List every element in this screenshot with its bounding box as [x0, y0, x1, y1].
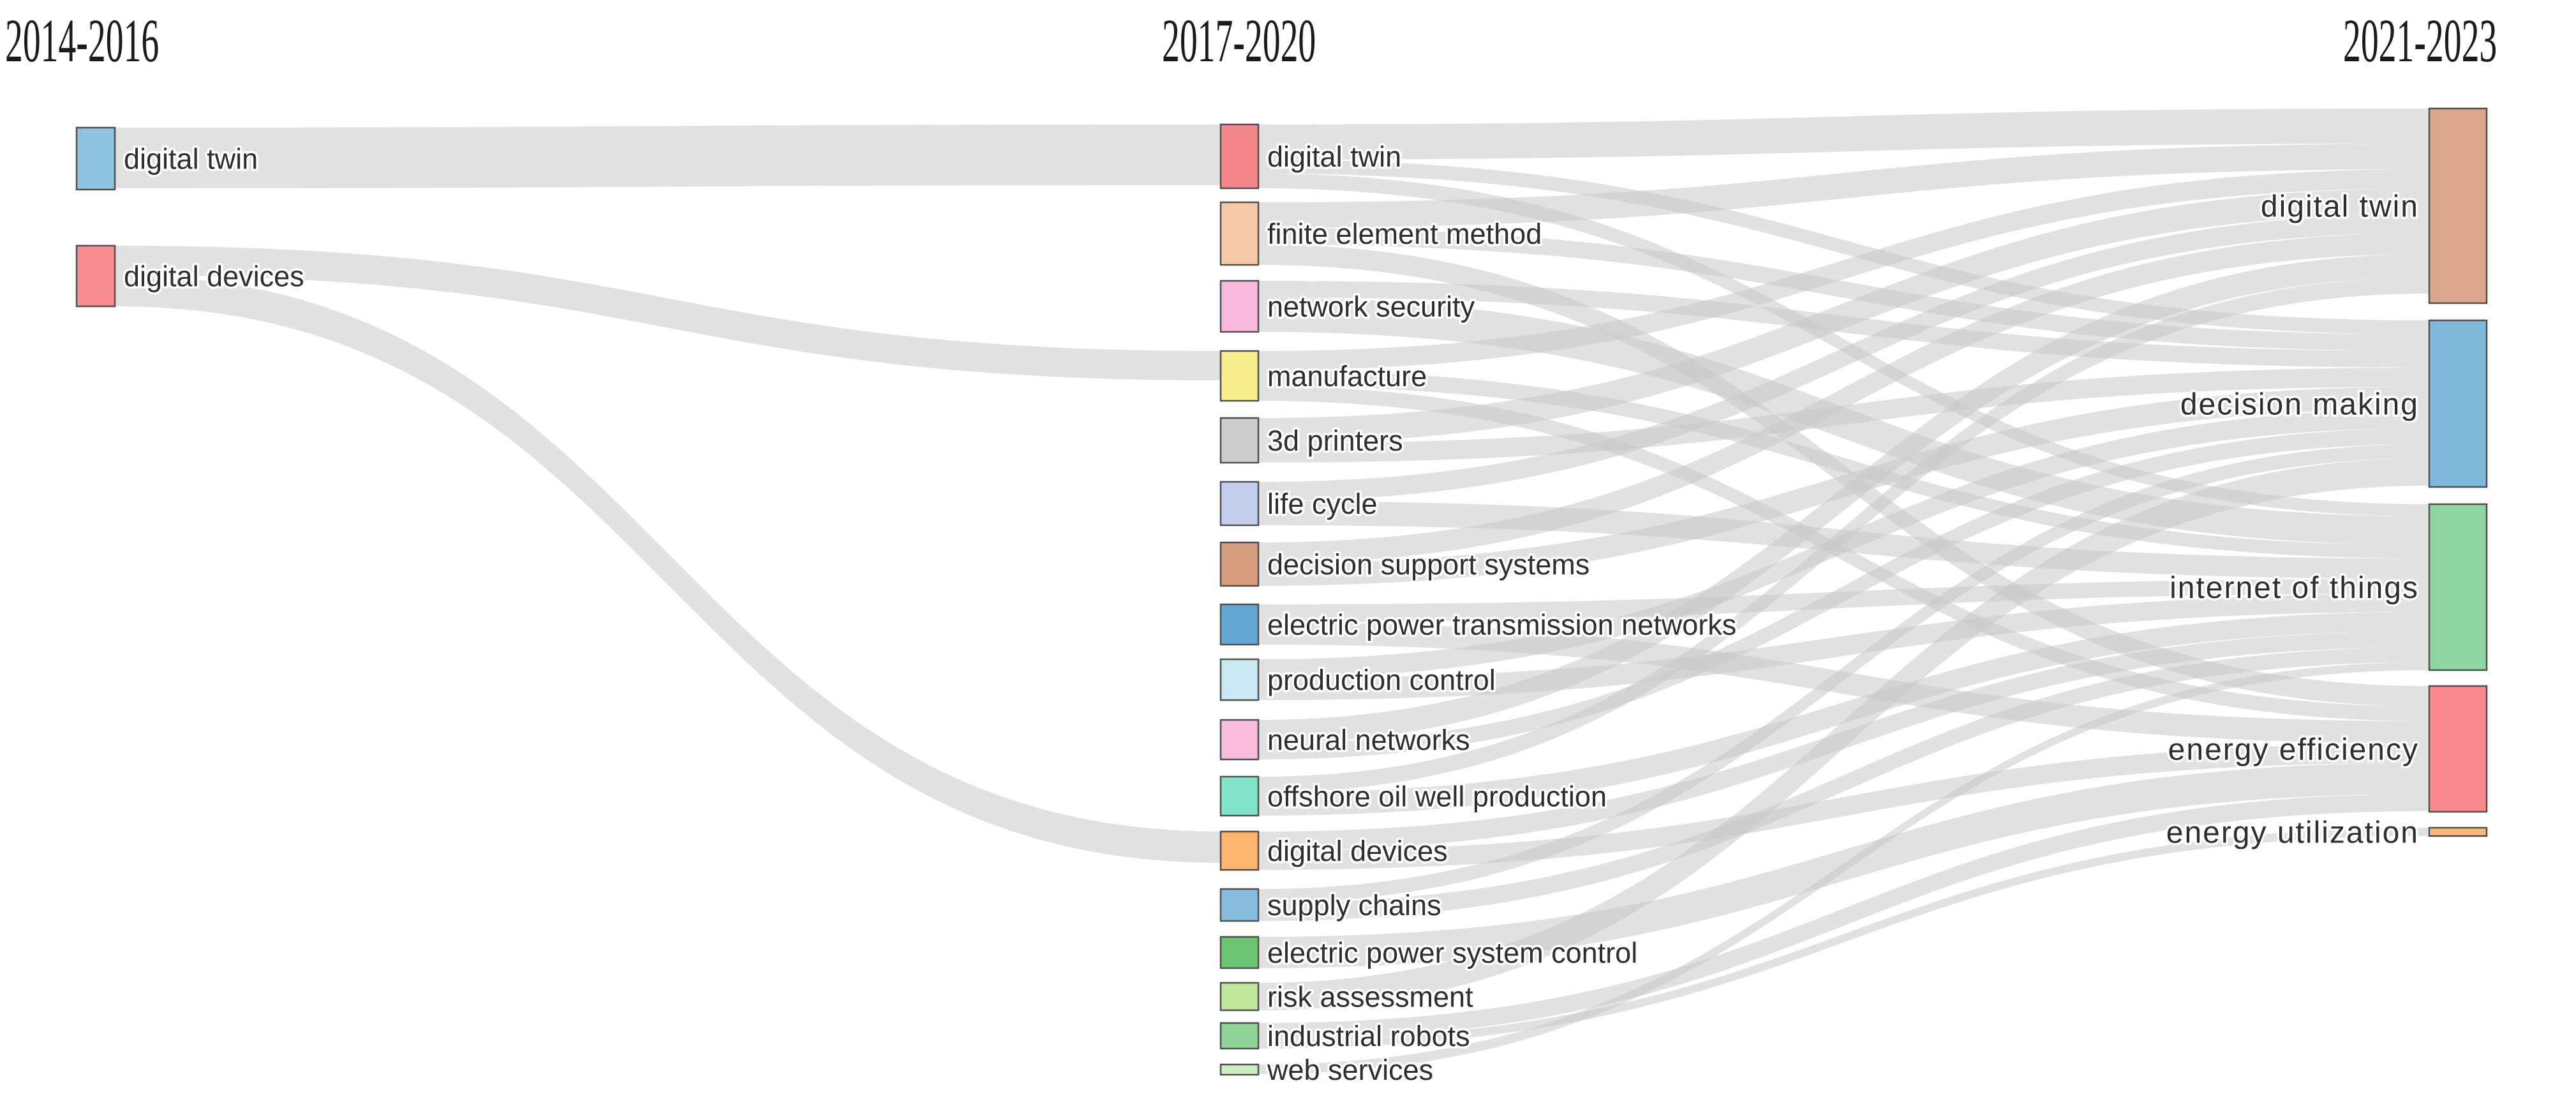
node-2017-2020-finite-element-method [1219, 201, 1260, 266]
column-header-period-3: 2021-2023 [2343, 6, 2498, 75]
flow-decision-support-systems-to-digital-twin [1258, 233, 2429, 564]
flow-risk-assessment-to-decision-making [1258, 458, 2429, 1010]
flow-web-services-to-internet-of-things [1258, 662, 2429, 1074]
flow-finite-element-method-to-digital-twin [1258, 144, 2429, 228]
node-2017-2020-supply-chains [1219, 888, 1260, 922]
flow-digital-devices-to-energy-efficiency [1258, 744, 2429, 870]
node-label-2017-2020-industrial-robots: industrial robots [1267, 1020, 1470, 1052]
node-label-2014-2016-digital-twin: digital twin [124, 143, 258, 176]
flow-manufacture-to-energy-efficiency [1258, 386, 2429, 721]
node-2021-2023-energy-efficiency [2428, 685, 2488, 813]
flow-industrial-robots-to-energy-efficiency [1258, 794, 2429, 1040]
flow-3d-printers-to-digital-twin [1258, 188, 2429, 444]
node-label-2017-2020-offshore-oil-well-production: offshore oil well production [1267, 781, 1607, 813]
node-2014-2016-digital-twin [75, 126, 116, 191]
node-2021-2023-decision-making [2428, 319, 2488, 488]
node-2017-2020-manufacture [1219, 350, 1260, 402]
node-2021-2023-internet-of-things [2428, 503, 2488, 671]
node-2017-2020-digital-devices [1219, 830, 1260, 871]
node-label-2017-2020-neural-networks: neural networks [1267, 724, 1470, 756]
node-2017-2020-electric-power-transmission-networks [1219, 603, 1260, 646]
node-2017-2020-neural-networks [1219, 719, 1260, 761]
node-label-2017-2020-supply-chains: supply chains [1267, 889, 1441, 922]
node-label-2017-2020-life-cycle: life cycle [1267, 488, 1378, 520]
node-2017-2020-3d-printers [1219, 417, 1260, 464]
flow-digital-twin-to-digital-twin [1258, 108, 2429, 160]
flow-digital-twin-to-internet-of-things [1258, 174, 2429, 517]
flow-digital-twin-to-decision-making [1258, 160, 2429, 334]
flow-digital-devices-to-digital-devices [115, 275, 1221, 863]
flow-digital-twin-to-digital-twin [115, 124, 1221, 188]
node-label-2017-2020-finite-element-method: finite element method [1267, 218, 1542, 250]
node-2017-2020-life-cycle [1219, 481, 1260, 527]
flow-finite-element-method-to-decision-making [1258, 228, 2429, 351]
node-2017-2020-electric-power-system-control [1219, 936, 1260, 969]
node-label-2021-2023-energy-efficiency: energy efficiency [2168, 733, 2419, 767]
flow-decision-support-systems-to-decision-making [1258, 387, 2429, 586]
node-label-2017-2020-electric-power-transmission-networks: electric power transmission networks [1267, 609, 1736, 641]
node-label-2017-2020-manufacture: manufacture [1267, 360, 1427, 392]
node-label-2017-2020-3d-printers: 3d printers [1267, 424, 1403, 457]
node-label-2021-2023-decision-making: decision making [2180, 388, 2419, 422]
flow-digital-devices-to-manufacture [115, 246, 1221, 380]
node-label-2017-2020-electric-power-system-control: electric power system control [1267, 937, 1637, 969]
flow-manufacture-to-internet-of-things [1258, 370, 2429, 559]
column-header-period-2: 2017-2020 [1162, 6, 1316, 75]
flow-3d-printers-to-decision-making [1258, 368, 2429, 463]
node-2017-2020-decision-support-systems [1219, 541, 1260, 587]
node-2017-2020-production-control [1219, 658, 1260, 701]
node-2014-2016-digital-devices [75, 244, 116, 308]
flow-industrial-robots-to-energy-utilization [1258, 828, 2429, 1049]
node-label-2017-2020-risk-assessment: risk assessment [1267, 981, 1473, 1013]
node-label-2017-2020-network-security: network security [1267, 290, 1475, 323]
node-label-2017-2020-web-services: web services [1267, 1054, 1433, 1086]
flow-offshore-oil-well-production-to-digital-twin [1258, 278, 2429, 793]
node-label-2017-2020-digital-twin: digital twin [1267, 140, 1401, 173]
node-2021-2023-digital-twin [2428, 107, 2488, 304]
node-label-2014-2016-digital-devices: digital devices [124, 260, 304, 293]
flow-life-cycle-to-digital-twin [1258, 214, 2429, 501]
node-label-2021-2023-internet-of-things: internet of things [2170, 571, 2419, 605]
node-2017-2020-risk-assessment [1219, 982, 1260, 1012]
flow-electric-power-transmission-networks-to-energy-efficiency [1258, 622, 2429, 744]
node-label-2017-2020-digital-devices: digital devices [1267, 835, 1448, 867]
node-label-2021-2023-energy-utilization: energy utilization [2166, 816, 2419, 850]
node-2017-2020-network-security [1219, 280, 1260, 333]
node-2017-2020-industrial-robots [1219, 1022, 1260, 1050]
flow-offshore-oil-well-production-to-internet-of-things [1258, 611, 2429, 816]
node-2017-2020-offshore-oil-well-production [1219, 775, 1260, 817]
flow-neural-networks-to-digital-twin [1258, 254, 2429, 744]
column-header-period-1: 2014-2016 [5, 6, 160, 75]
flow-supply-chains-to-internet-of-things [1258, 647, 2429, 921]
node-label-2021-2023-digital-twin: digital twin [2261, 190, 2419, 224]
node-label-2017-2020-decision-support-systems: decision support systems [1267, 548, 1590, 581]
flow-production-control-to-decision-making [1258, 409, 2429, 678]
node-label-2017-2020-production-control: production control [1267, 664, 1496, 696]
flow-supply-chains-to-decision-making [1258, 444, 2429, 903]
flow-neural-networks-to-decision-making [1258, 428, 2429, 759]
node-2017-2020-digital-twin [1219, 123, 1260, 190]
flow-manufacture-to-digital-twin [1258, 169, 2429, 370]
node-2021-2023-energy-utilization [2428, 826, 2488, 837]
node-2017-2020-web-services [1219, 1063, 1260, 1076]
